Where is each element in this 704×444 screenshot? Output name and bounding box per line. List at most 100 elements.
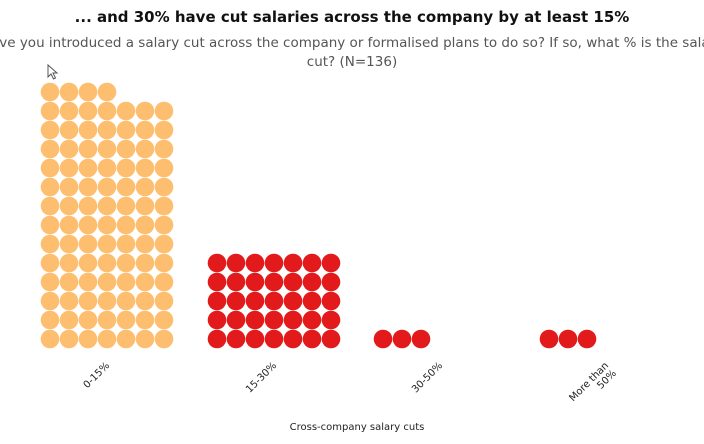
waffle-dot xyxy=(97,329,117,349)
waffle-dot xyxy=(116,310,136,330)
waffle-dot xyxy=(283,272,303,292)
waffle-dot xyxy=(226,291,246,311)
waffle-dot xyxy=(321,253,341,273)
waffle-dot xyxy=(135,158,155,178)
waffle-dot xyxy=(411,329,431,349)
waffle-dot xyxy=(78,139,98,159)
waffle-dot xyxy=(154,177,174,197)
waffle-dot xyxy=(40,139,60,159)
waffle-dot xyxy=(40,177,60,197)
waffle-dot xyxy=(264,329,284,349)
waffle-dot xyxy=(302,253,322,273)
waffle-dot xyxy=(135,329,155,349)
waffle-dot xyxy=(226,272,246,292)
waffle-dot xyxy=(40,253,60,273)
waffle-dot xyxy=(78,215,98,235)
waffle-dot xyxy=(154,139,174,159)
x-axis-label: Cross-company salary cuts xyxy=(289,422,425,433)
waffle-dot xyxy=(135,291,155,311)
waffle-dot xyxy=(40,234,60,254)
waffle-dot xyxy=(59,177,79,197)
waffle-dot xyxy=(135,177,155,197)
waffle-dot xyxy=(97,253,117,273)
waffle-dot xyxy=(135,215,155,235)
mouse-pointer-icon xyxy=(47,63,59,84)
waffle-dot xyxy=(154,215,174,235)
waffle-dot xyxy=(40,272,60,292)
waffle-dot xyxy=(154,196,174,216)
waffle-dot xyxy=(154,101,174,121)
waffle-dot xyxy=(59,139,79,159)
waffle-dot xyxy=(116,253,136,273)
waffle-dot xyxy=(154,329,174,349)
waffle-dot xyxy=(59,234,79,254)
waffle-dot xyxy=(59,291,79,311)
waffle-dot xyxy=(154,234,174,254)
waffle-dot xyxy=(321,329,341,349)
waffle-dot xyxy=(135,234,155,254)
waffle-dot xyxy=(78,177,98,197)
waffle-dot xyxy=(135,272,155,292)
waffle-dot xyxy=(59,310,79,330)
waffle-dot xyxy=(59,158,79,178)
waffle-dot xyxy=(59,253,79,273)
waffle-dot xyxy=(59,329,79,349)
waffle-dot xyxy=(135,120,155,140)
waffle-dot xyxy=(373,329,393,349)
waffle-dot xyxy=(154,310,174,330)
waffle-dot xyxy=(97,215,117,235)
waffle-dot xyxy=(116,101,136,121)
waffle-dot xyxy=(97,120,117,140)
waffle-dot xyxy=(245,253,265,273)
waffle-dot xyxy=(97,139,117,159)
waffle-dot xyxy=(40,215,60,235)
waffle-dot xyxy=(226,329,246,349)
waffle-dot xyxy=(207,253,227,273)
waffle-dot xyxy=(40,82,60,102)
waffle-dot xyxy=(78,82,98,102)
waffle-dot xyxy=(97,101,117,121)
waffle-dot xyxy=(116,291,136,311)
category-tick-label: More than50% xyxy=(567,360,618,411)
waffle-dot xyxy=(283,291,303,311)
waffle-dot xyxy=(116,196,136,216)
waffle-dot xyxy=(264,310,284,330)
waffle-dot xyxy=(302,329,322,349)
waffle-dot xyxy=(59,272,79,292)
waffle-dot xyxy=(207,272,227,292)
waffle-dot xyxy=(558,329,578,349)
waffle-dot xyxy=(40,310,60,330)
waffle-dot xyxy=(78,158,98,178)
waffle-dot xyxy=(226,253,246,273)
category-group xyxy=(40,82,174,349)
waffle-dot xyxy=(116,329,136,349)
waffle-dot xyxy=(59,101,79,121)
waffle-dot xyxy=(283,310,303,330)
waffle-dot xyxy=(78,310,98,330)
waffle-dot xyxy=(207,329,227,349)
waffle-dot xyxy=(97,272,117,292)
waffle-dot xyxy=(40,291,60,311)
waffle-dot xyxy=(97,234,117,254)
waffle-dot xyxy=(116,272,136,292)
waffle-dot xyxy=(135,139,155,159)
category-tick-label: 30-50% xyxy=(410,360,445,395)
category-group xyxy=(539,329,597,349)
waffle-dot xyxy=(40,101,60,121)
chart-subtitle: Have you introduced a salary cut across … xyxy=(0,35,704,70)
waffle-dot xyxy=(59,120,79,140)
waffle-dot xyxy=(97,196,117,216)
waffle-dot xyxy=(577,329,597,349)
waffle-dot xyxy=(245,310,265,330)
waffle-dot xyxy=(116,120,136,140)
waffle-dot xyxy=(40,120,60,140)
waffle-dot xyxy=(154,272,174,292)
waffle-dot xyxy=(78,272,98,292)
waffle-dot xyxy=(135,253,155,273)
waffle-dot xyxy=(154,253,174,273)
waffle-dot xyxy=(245,329,265,349)
waffle-dot xyxy=(321,310,341,330)
waffle-dot xyxy=(207,291,227,311)
waffle-dot xyxy=(59,196,79,216)
